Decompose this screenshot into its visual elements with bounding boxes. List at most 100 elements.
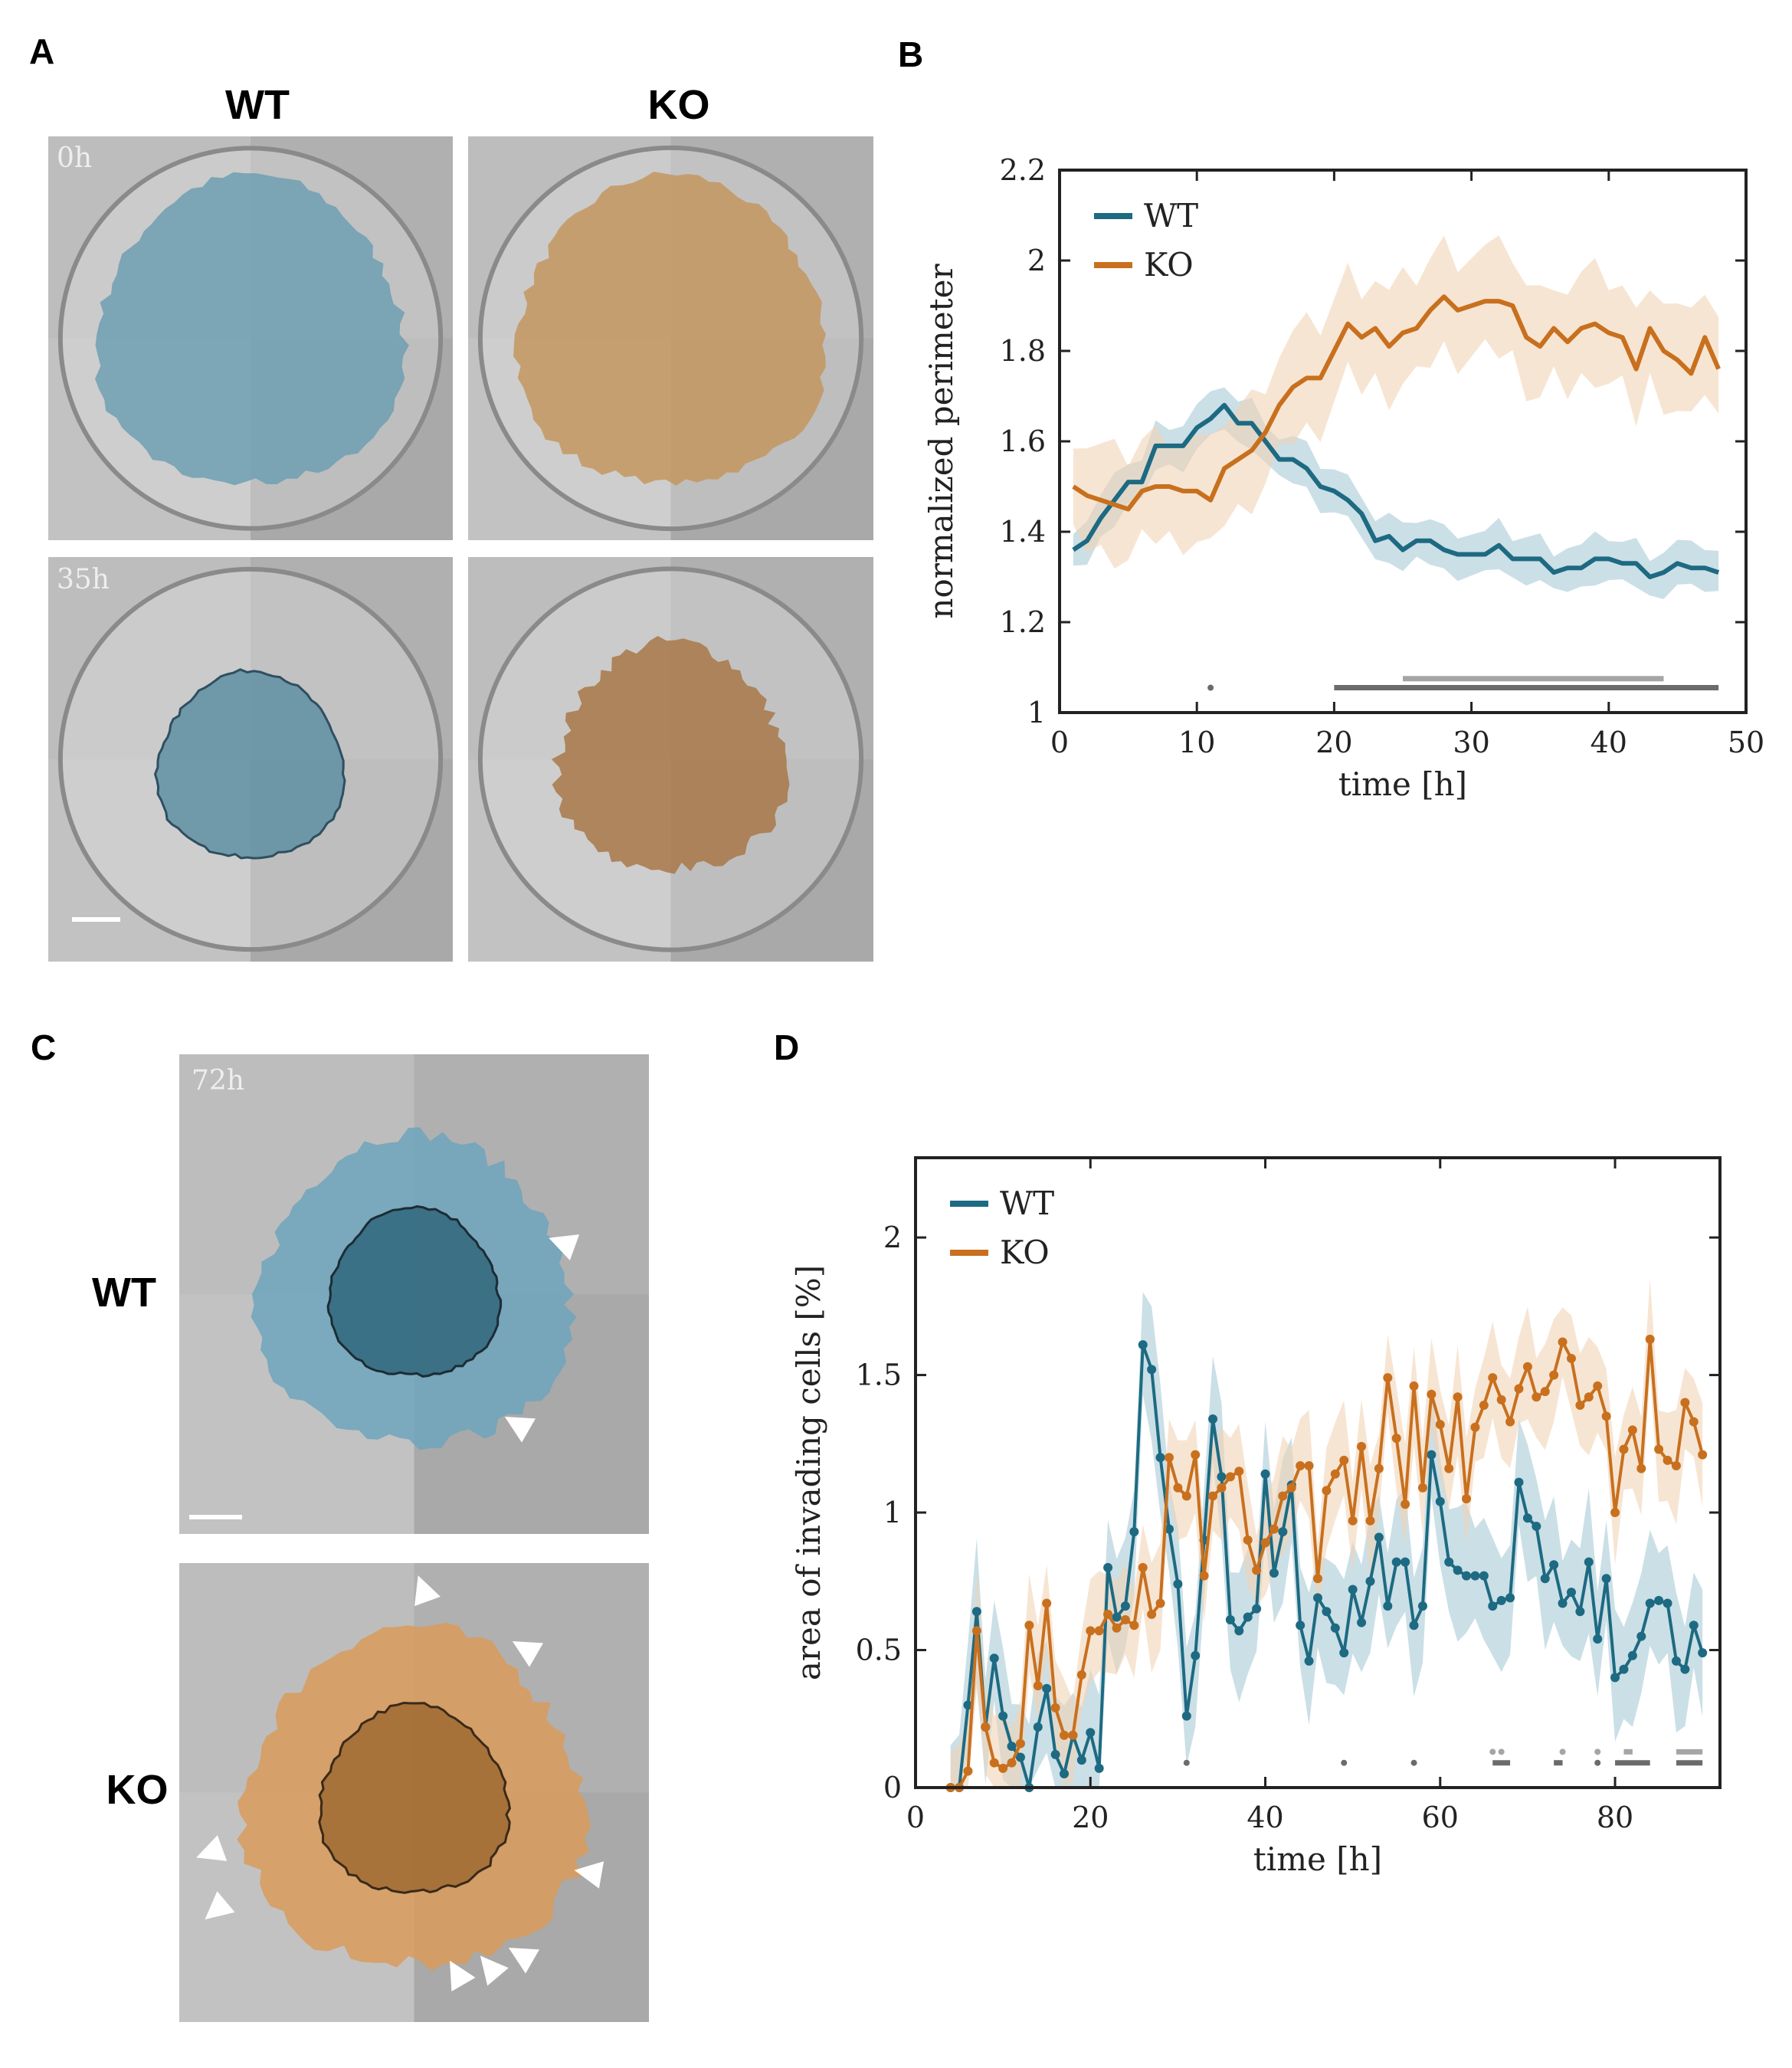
- data-point-wt: [1269, 1568, 1279, 1578]
- data-point-ko: [1243, 1535, 1253, 1545]
- significance-dot: [1207, 684, 1214, 691]
- y-tick-label: 1: [1027, 696, 1046, 729]
- data-point-ko: [1584, 1392, 1594, 1402]
- data-point-ko: [963, 1766, 973, 1776]
- data-point-ko: [1068, 1730, 1078, 1740]
- data-point-wt: [1313, 1593, 1322, 1603]
- arrowhead-icon: [504, 1417, 536, 1443]
- y-tick-label: 1.6: [1000, 424, 1046, 458]
- data-point-wt: [1391, 1557, 1401, 1567]
- data-point-ko: [1383, 1373, 1393, 1383]
- panel-letter-a: A: [29, 31, 55, 71]
- panel-letter-b: B: [898, 34, 924, 74]
- data-point-wt: [1094, 1763, 1104, 1773]
- x-tick-label: 40: [1247, 1801, 1283, 1834]
- data-point-ko: [1120, 1615, 1130, 1625]
- column-header-ko: KO: [647, 82, 710, 128]
- significance-dot: [1489, 1748, 1496, 1755]
- data-point-wt: [1488, 1601, 1498, 1611]
- data-point-ko: [1217, 1483, 1227, 1493]
- data-point-ko: [1007, 1758, 1017, 1768]
- data-point-ko: [1015, 1739, 1025, 1748]
- data-point-ko: [1558, 1337, 1568, 1347]
- data-point-wt: [1138, 1340, 1148, 1350]
- x-tick-label: 50: [1728, 726, 1764, 759]
- data-point-wt: [1417, 1601, 1427, 1611]
- y-tick-label: 2: [1027, 244, 1046, 277]
- data-point-wt: [1680, 1664, 1690, 1674]
- data-point-ko: [1374, 1463, 1384, 1473]
- data-point-ko: [1164, 1453, 1174, 1463]
- data-point-wt: [1453, 1565, 1463, 1575]
- data-point-wt: [1173, 1579, 1183, 1589]
- data-point-ko: [1086, 1626, 1096, 1636]
- data-point-ko: [1357, 1441, 1367, 1451]
- data-point-wt: [1505, 1593, 1515, 1603]
- spheroid-wt: [153, 668, 346, 860]
- data-point-ko: [1479, 1401, 1489, 1411]
- data-point-ko: [1575, 1401, 1585, 1411]
- data-point-ko: [1514, 1384, 1524, 1394]
- x-axis-label: time [h]: [1338, 765, 1467, 803]
- row-header-ko: KO: [106, 1767, 169, 1813]
- data-point-ko: [1304, 1461, 1314, 1471]
- y-tick-label: 2: [883, 1221, 902, 1254]
- arrowhead-icon: [549, 1234, 580, 1260]
- data-point-wt: [1619, 1664, 1629, 1674]
- data-point-ko: [1488, 1373, 1498, 1383]
- data-point-wt: [1208, 1414, 1218, 1424]
- data-point-wt: [1444, 1557, 1454, 1567]
- data-point-wt: [1348, 1585, 1358, 1594]
- data-point-wt: [971, 1607, 981, 1617]
- x-tick-label: 20: [1072, 1801, 1109, 1834]
- data-point-wt: [1496, 1595, 1506, 1605]
- image-wt-72h: [179, 1054, 649, 1534]
- x-tick-label: 60: [1422, 1801, 1459, 1834]
- data-point-wt: [1470, 1571, 1480, 1581]
- chart-d-invading-area: 0 20 40 60 80 0 0.5 1 1.5 2 time [h] area of invadi…: [790, 1156, 1722, 1878]
- panel-letter-c: C: [31, 1027, 57, 1067]
- data-point-ko: [1060, 1730, 1070, 1740]
- legend-label-wt: WT: [1144, 197, 1198, 234]
- data-point-ko: [1427, 1389, 1437, 1399]
- data-point-ko: [1322, 1486, 1332, 1496]
- data-point-wt: [1103, 1562, 1113, 1572]
- data-point-wt: [1042, 1683, 1052, 1693]
- data-point-wt: [1234, 1626, 1244, 1636]
- data-point-wt: [1330, 1623, 1340, 1633]
- data-point-ko: [1496, 1395, 1506, 1404]
- data-point-wt: [1610, 1673, 1620, 1683]
- data-point-ko: [1601, 1411, 1611, 1421]
- y-tick-label: 0: [883, 1771, 902, 1804]
- legend-label-ko: KO: [1144, 246, 1194, 283]
- y-tick-label: 1.5: [856, 1358, 902, 1392]
- arrowhead-icon: [574, 1861, 604, 1889]
- series-line-wt: [1072, 402, 1720, 579]
- data-point-ko: [1339, 1455, 1349, 1465]
- significance-dot: [1341, 1759, 1348, 1766]
- data-point-ko: [1636, 1463, 1646, 1473]
- arrowhead-icon: [480, 1955, 509, 1986]
- legend-label-ko: KO: [1000, 1234, 1050, 1271]
- time-label-35h: 35h: [57, 564, 110, 595]
- data-point-wt: [1243, 1612, 1253, 1622]
- data-point-wt: [1522, 1513, 1532, 1523]
- data-point-ko: [1278, 1491, 1288, 1501]
- data-point-wt: [1514, 1477, 1524, 1487]
- data-point-wt: [1076, 1755, 1086, 1765]
- data-point-wt: [1086, 1728, 1096, 1738]
- data-point-wt: [1427, 1450, 1437, 1460]
- data-point-wt: [1033, 1722, 1043, 1732]
- data-point-wt: [1383, 1601, 1393, 1611]
- data-point-wt: [1566, 1588, 1576, 1598]
- significance-dot: [1594, 1759, 1601, 1766]
- x-tick-label: 10: [1178, 726, 1215, 759]
- data-point-ko: [1094, 1626, 1104, 1636]
- x-tick-label: 20: [1315, 726, 1352, 759]
- data-point-ko: [1401, 1499, 1410, 1509]
- data-point-ko: [989, 1758, 999, 1768]
- arrowhead-icon: [196, 1835, 228, 1861]
- data-point-wt: [1181, 1711, 1191, 1721]
- data-point-ko: [1076, 1670, 1086, 1680]
